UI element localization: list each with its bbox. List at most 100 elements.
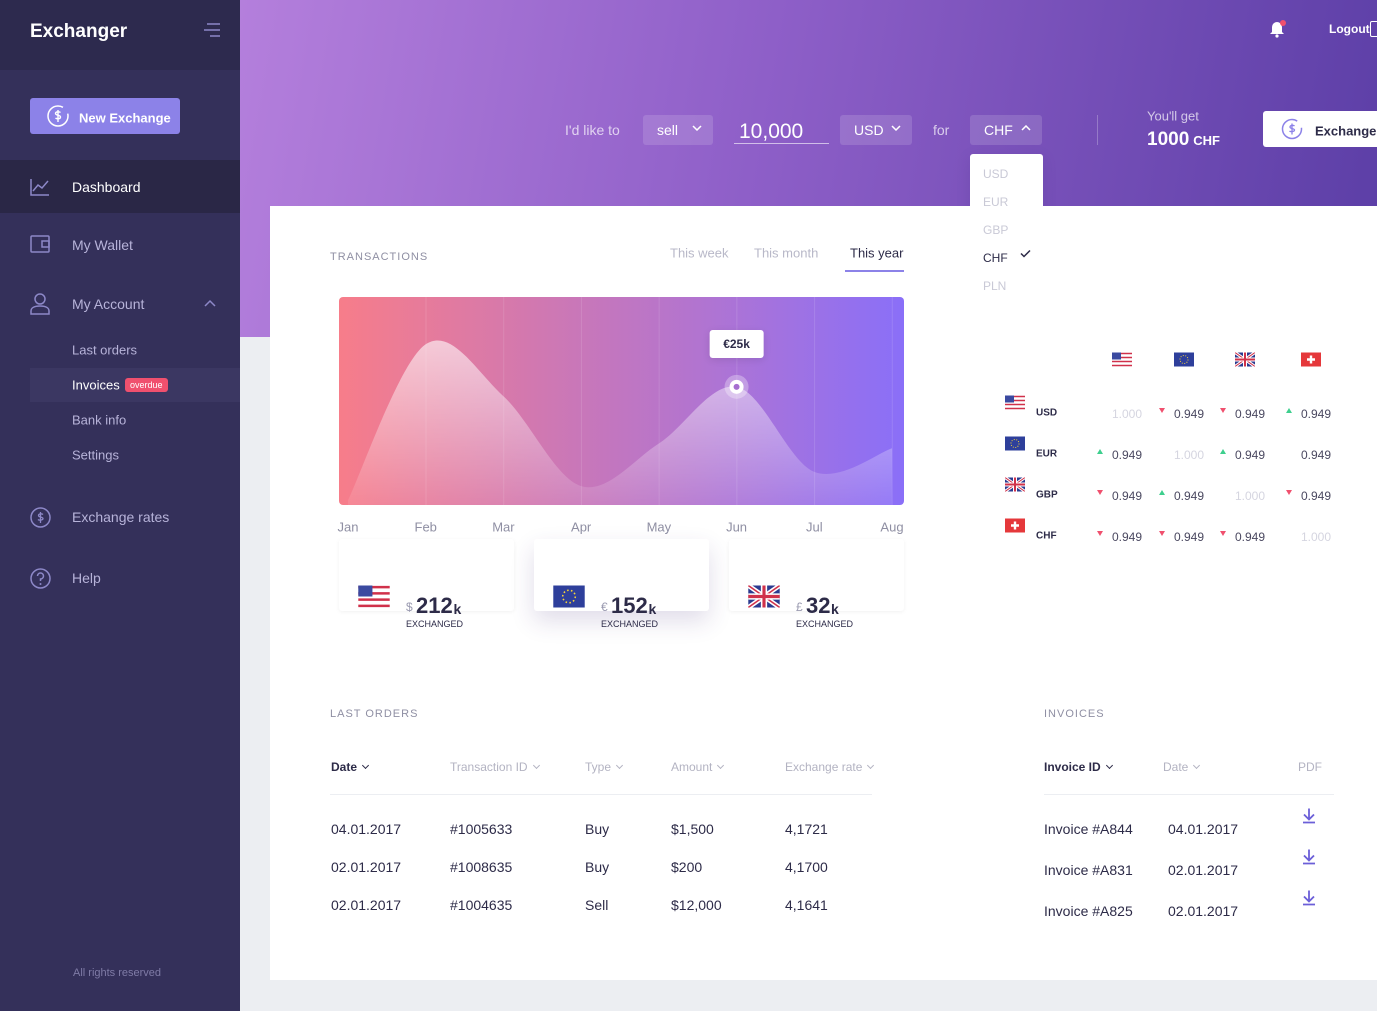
chart-title: TRANSACTIONS: [330, 251, 429, 263]
tab[interactable]: This week: [670, 245, 729, 261]
rate: 0.949: [1173, 530, 1205, 544]
logout-icon[interactable]: [1370, 21, 1377, 37]
column-header[interactable]: PDF: [1298, 760, 1322, 774]
rate: 0.949: [1173, 407, 1205, 421]
cell: 02.01.2017: [1168, 862, 1239, 878]
column-header[interactable]: Invoice ID: [1044, 760, 1112, 774]
flag: [1234, 351, 1256, 372]
column-header[interactable]: Exchange rate: [785, 760, 873, 774]
rate: 1.000: [1111, 407, 1143, 421]
point-core: [733, 383, 740, 390]
flag: [358, 585, 390, 613]
sub-nav-item[interactable]: Last orders: [72, 342, 138, 358]
download-icon[interactable]: [1302, 849, 1316, 870]
overdue-badge: overdue: [125, 378, 168, 392]
logout[interactable]: Logout: [1329, 22, 1370, 36]
cell: Buy: [585, 821, 610, 837]
dropdown-item[interactable]: EUR: [983, 195, 1009, 209]
nav-item[interactable]: Dashboard: [72, 179, 141, 195]
column-header[interactable]: Date: [331, 760, 368, 774]
column-header[interactable]: Type: [585, 760, 622, 774]
trend-arrow: [1220, 441, 1226, 459]
dropdown-item[interactable]: CHF: [983, 251, 1008, 265]
x-tick-label: Feb: [414, 519, 437, 535]
flag: [553, 585, 585, 613]
tab[interactable]: This month: [754, 245, 819, 261]
transactions-chart: [339, 297, 971, 505]
collapse-icon[interactable]: [204, 299, 216, 307]
stat-suffix: k: [831, 601, 839, 617]
cell: 04.01.2017: [1168, 821, 1239, 837]
brand-bar: [0, 0, 240, 70]
stat-suffix: k: [453, 601, 462, 617]
tooltip: €25k: [709, 329, 764, 358]
wallet-icon: [30, 235, 50, 253]
area: [348, 340, 892, 505]
trend-arrow: [1097, 482, 1103, 500]
tab[interactable]: This year: [850, 245, 904, 261]
x-tick-label: Jun: [726, 519, 748, 535]
rate: 0.949: [1300, 448, 1332, 462]
orders-rule: [330, 794, 872, 795]
tab-underline: [845, 270, 904, 272]
download-icon[interactable]: [1302, 808, 1316, 829]
bell-icon[interactable]: [1268, 18, 1288, 38]
flag: [1112, 352, 1132, 372]
nav-item[interactable]: Help: [72, 570, 101, 586]
account-icon: [30, 293, 50, 315]
rate: 0.949: [1173, 489, 1205, 503]
currency-code: GBP: [1036, 489, 1058, 501]
x-tick-label: Jul: [805, 519, 823, 535]
cell: 04.01.2017: [331, 821, 402, 837]
cell: Buy: [585, 859, 610, 875]
select-value: sell: [657, 122, 679, 138]
sub-nav-item[interactable]: Settings: [72, 447, 119, 463]
column-header[interactable]: Amount: [671, 760, 723, 774]
nav-item[interactable]: My Account: [72, 296, 145, 312]
flag: [746, 583, 782, 613]
new-exchange-button[interactable]: [30, 98, 180, 134]
dropdown-item[interactable]: USD: [983, 167, 1009, 181]
menu-icon[interactable]: [203, 22, 221, 38]
x-tick-label: Mar: [492, 519, 515, 535]
flag: [1004, 476, 1026, 497]
dropdown-item[interactable]: PLN: [983, 279, 1007, 293]
result-currency: CHF: [1193, 133, 1220, 148]
amount-input[interactable]: 10,000: [739, 120, 804, 143]
footer: All rights reserved: [73, 967, 162, 979]
chevron: [692, 118, 702, 136]
sub-nav-item[interactable]: Bank info: [72, 412, 127, 428]
sub-nav-item[interactable]: Invoices: [72, 377, 120, 393]
x-tick-label: Aug: [880, 519, 904, 535]
cell: 02.01.2017: [331, 897, 402, 913]
stat-symbol: $: [406, 600, 413, 614]
cell: $1,500: [671, 821, 714, 837]
rate: 0.949: [1300, 407, 1332, 421]
dropdown-item[interactable]: GBP: [983, 223, 1009, 237]
invoices-rule: [1044, 794, 1334, 795]
stat-amount: 212: [416, 593, 453, 618]
select-box[interactable]: [643, 115, 713, 145]
section-title: LAST ORDERS: [330, 708, 419, 720]
column-header[interactable]: Transaction ID: [450, 760, 539, 774]
trend-arrow: [1286, 400, 1292, 418]
chevron: [1021, 118, 1031, 136]
trend-arrow: [1159, 400, 1165, 418]
chevron: [891, 118, 901, 136]
flag: [1174, 352, 1194, 372]
stat-label: EXCHANGED: [601, 619, 659, 629]
trend-arrow: [1159, 482, 1165, 500]
nav-item[interactable]: Exchange rates: [72, 509, 170, 525]
cell: #1008635: [450, 859, 513, 875]
download-icon[interactable]: [1302, 890, 1316, 911]
dashboard-icon: [30, 179, 49, 196]
select-box[interactable]: [840, 115, 912, 145]
column-header[interactable]: Date: [1163, 760, 1199, 774]
cell: $200: [671, 859, 703, 875]
stat-amount: 32: [806, 593, 831, 618]
cell: Sell: [585, 897, 609, 913]
nav-item[interactable]: My Wallet: [72, 237, 133, 253]
trend-arrow: [1286, 482, 1292, 500]
exchange-label: Exchange: [1315, 123, 1377, 139]
